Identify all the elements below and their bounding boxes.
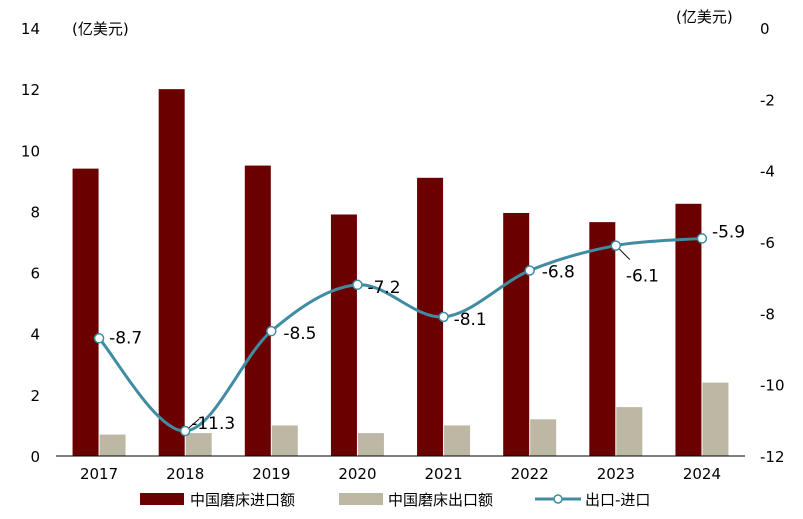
balance-data-label: -8.7 — [109, 328, 142, 348]
bar-layer — [72, 89, 729, 457]
legend-marker-balance — [553, 494, 563, 504]
balance-point-2020 — [352, 279, 363, 291]
export-bar-2021 — [444, 425, 471, 456]
balance-point-2018 — [179, 425, 191, 437]
import-bar-2017 — [72, 168, 99, 456]
tick-label-layer: 2017 2018 2019 2020 2021 2022 2023 2024 0 2 4 6 8 10 1… — [21, 20, 785, 483]
import-bar-2024 — [675, 203, 702, 456]
legend: 中国磨床进口额 中国磨床出口额 出口-进口 — [140, 491, 650, 509]
x-tick-label: 2021 — [424, 465, 462, 483]
legend-label-import: 中国磨床进口额 — [190, 491, 295, 509]
balance-point-2022 — [524, 265, 535, 276]
right-y-tick-label: -12 — [760, 448, 785, 466]
export-bar-2019 — [271, 425, 298, 456]
right-y-tick-label: -2 — [760, 91, 775, 109]
export-bar-2024 — [702, 382, 729, 456]
right-y-tick-label: 0 — [760, 20, 770, 38]
legend-label-export: 中国磨床出口额 — [388, 491, 493, 509]
left-y-tick-label: 10 — [21, 142, 40, 160]
balance-point-2021 — [438, 311, 449, 323]
balance-data-label: -8.1 — [454, 310, 487, 330]
left-y-tick-label: 0 — [30, 448, 40, 466]
x-tick-label: 2022 — [511, 465, 549, 483]
balance-data-label: -6.8 — [542, 263, 575, 283]
legend-swatch-export — [339, 493, 383, 505]
import-bar-2023 — [589, 222, 616, 456]
balance-point-2024 — [696, 233, 708, 244]
left-y-tick-label: 2 — [30, 387, 40, 405]
left-axis-unit: (亿美元) — [72, 20, 129, 38]
right-y-tick-label: -8 — [760, 305, 775, 323]
balance-point-2019 — [266, 325, 277, 337]
line-layer — [93, 233, 708, 437]
balance-data-label: -7.2 — [367, 278, 400, 298]
balance-data-label: -5.9 — [712, 222, 745, 242]
right-y-tick-label: -4 — [760, 163, 775, 181]
right-y-tick-label: -10 — [760, 377, 785, 395]
balance-point-2023 — [610, 240, 622, 251]
export-bar-2017 — [99, 434, 126, 456]
right-y-tick-label: -6 — [760, 234, 775, 252]
right-axis-unit: (亿美元) — [676, 8, 733, 26]
import-bar-2022 — [503, 212, 530, 456]
balance-data-label: -6.1 — [626, 267, 659, 287]
x-tick-label: 2017 — [80, 465, 118, 483]
legend-swatch-import — [140, 493, 184, 505]
x-tick-label: 2018 — [166, 465, 204, 483]
x-tick-label: 2023 — [597, 465, 635, 483]
export-bar-2018 — [185, 433, 212, 456]
left-y-tick-label: 8 — [30, 203, 40, 221]
balance-point-2017 — [93, 333, 105, 344]
x-tick-label: 2024 — [683, 465, 721, 483]
balance-data-label: -8.5 — [283, 324, 316, 344]
x-tick-label: 2019 — [252, 465, 290, 483]
legend-label-balance: 出口-进口 — [585, 491, 650, 509]
x-tick-label: 2020 — [338, 465, 376, 483]
import-bar-2018 — [158, 89, 185, 457]
data-label-layer: -8.7 -11.3 -8.5 -7.2 -8.1 -6.8 -6.1 -5.9 — [109, 222, 745, 434]
balance-data-label: -11.3 — [191, 414, 235, 434]
import-bar-2019 — [244, 165, 271, 457]
import-bar-2020 — [330, 214, 357, 456]
left-y-tick-label: 4 — [30, 326, 40, 344]
left-y-tick-label: 12 — [21, 81, 40, 99]
export-bar-2022 — [530, 419, 557, 456]
export-bar-2020 — [357, 433, 384, 456]
left-y-tick-label: 14 — [21, 20, 40, 38]
export-bar-2023 — [616, 407, 643, 456]
left-y-tick-label: 6 — [30, 265, 40, 283]
